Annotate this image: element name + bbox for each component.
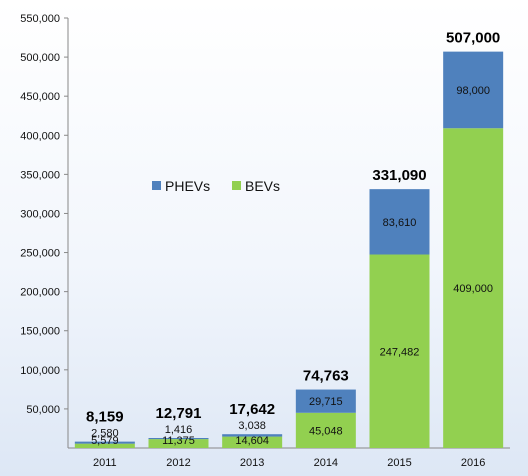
label-bevs-2015: 247,482 [380,346,420,358]
bar-phevs-2016 [443,51,504,129]
label-phevs-2012: 1,416 [165,424,193,436]
label-bevs-2011: 5,579 [91,435,119,447]
bars [74,51,504,448]
y-tick-label: 350,000 [20,169,60,181]
label-phevs-2016: 98,000 [456,85,490,97]
label-phevs-2014: 29,715 [309,396,343,408]
label-phevs-2013: 3,038 [238,420,266,432]
y-tick-label: 400,000 [20,130,60,142]
total-label-2014: 74,763 [303,368,349,385]
x-tick-label: 2014 [314,457,338,469]
y-tick-label: 100,000 [20,365,60,377]
x-tick-label: 2012 [166,457,190,469]
total-label-2013: 17,642 [229,401,275,418]
axes [67,18,510,449]
total-label-2012: 12,791 [156,405,202,422]
y-tick-label: 150,000 [20,326,60,338]
bar-phevs-2011 [74,441,135,444]
y-tick-label: 550,000 [20,13,60,25]
x-tick-label: 2016 [461,457,485,469]
bar-phevs-2013 [222,434,283,437]
x-tick-label: 2011 [93,457,117,469]
legend-label-bevs: BEVs [245,178,280,194]
legend-label-phevs: PHEVs [165,178,210,194]
y-tick-label: 500,000 [20,52,60,64]
total-label-2015: 331,090 [372,167,426,184]
x-tick-label: 2015 [387,457,411,469]
bar-phevs-2014 [295,389,356,413]
bar-bevs-2014 [295,412,356,448]
x-tick-label: 2013 [240,457,264,469]
y-tick-label: 50,000 [26,404,60,416]
total-label-2011: 8,159 [86,409,124,426]
y-tick-label: 300,000 [20,208,60,220]
y-tick-label: 200,000 [20,287,60,299]
y-tick-label: 250,000 [20,248,60,260]
label-bevs-2012: 11,375 [162,435,195,447]
bar-bevs-2015 [369,254,430,448]
bar-bevs-2013 [222,436,283,448]
bar-bevs-2016 [443,128,504,448]
x-tick-labels: 2011 2012 2013 2014 2015 2016 [93,457,485,469]
label-bevs-2016: 409,000 [453,283,493,295]
y-ticks: 50,000 100,000 150,000 200,000 250,000 300,00… [20,13,68,416]
legend-swatch-bevs [232,181,241,190]
bar-phevs-2012 [148,437,209,440]
bar-bevs-2012 [148,439,209,448]
total-label-2016: 507,000 [446,30,500,47]
label-bevs-2014: 45,048 [309,425,343,437]
legend-swatch-phevs [152,181,161,190]
label-phevs-2015: 83,610 [383,217,417,229]
y-tick-label: 450,000 [20,91,60,103]
legend: PHEVs BEVs [152,178,280,194]
label-bevs-2013: 14,604 [235,435,269,447]
bar-bevs-2011 [74,443,135,448]
label-phevs-2011: 2,580 [91,428,119,440]
bar-phevs-2015 [369,189,430,255]
